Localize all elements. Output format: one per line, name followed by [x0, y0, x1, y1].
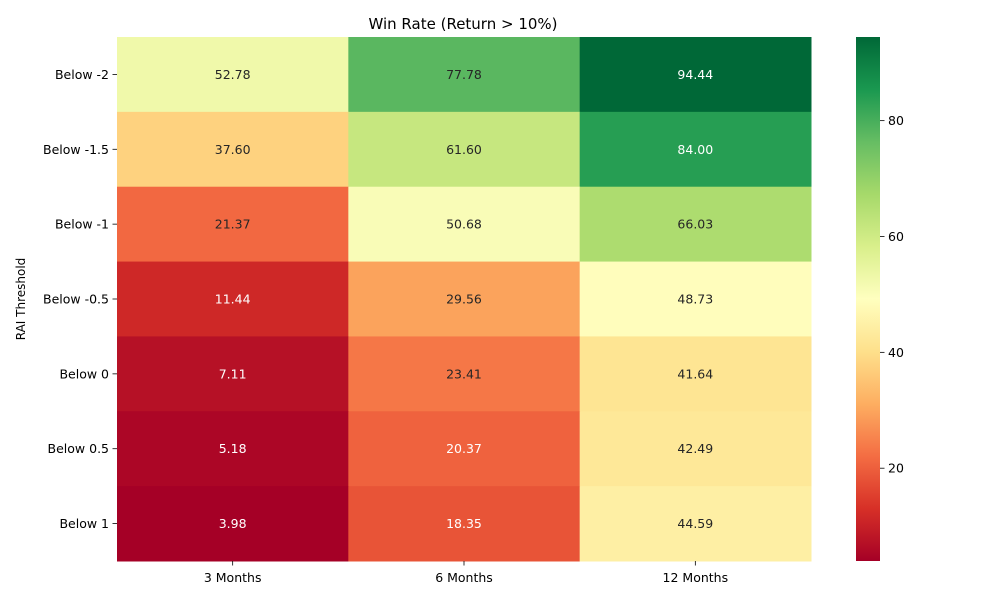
x-tick-label: 6 Months [435, 570, 493, 585]
heatmap-cell [117, 111, 349, 188]
heatmap-cell [117, 37, 349, 113]
heatmap-cell [579, 186, 812, 263]
colorbar-tick-label: 60 [888, 229, 904, 244]
heatmap-cell [117, 411, 349, 487]
cell-value-label: 37.60 [215, 142, 251, 157]
heatmap-cell [117, 486, 349, 562]
cell-value-label: 77.78 [446, 67, 482, 82]
heatmap-cell [348, 486, 581, 562]
heatmap-cell [348, 336, 581, 412]
cell-value-label: 23.41 [446, 366, 482, 381]
x-axis-ticks: 3 Months 6 Months 12 Months [204, 561, 728, 585]
heatmap-cell [117, 186, 349, 263]
heatmap-cell [348, 37, 581, 113]
cell-value-label: 52.78 [215, 67, 251, 82]
heatmap-cell [348, 261, 581, 337]
cell-value-label: 94.44 [677, 67, 713, 82]
cell-value-label: 7.11 [219, 366, 247, 381]
x-tick-label: 12 Months [663, 570, 729, 585]
colorbar-tick-label: 20 [888, 461, 904, 476]
y-tick-label: Below -0.5 [43, 292, 109, 307]
chart-title: Win Rate (Return > 10%) [368, 15, 557, 33]
cell-value-label: 44.59 [677, 516, 713, 531]
heatmap-cell [117, 336, 349, 412]
cell-value-label: 42.49 [677, 441, 713, 456]
cell-value-label: 5.18 [219, 441, 247, 456]
y-tick-label: Below -2 [55, 67, 109, 82]
cell-value-label: 61.60 [446, 142, 482, 157]
heatmap-cell [579, 411, 812, 487]
heatmap-cell [579, 336, 812, 412]
heatmap-cell [579, 111, 812, 188]
y-tick-label: Below -1.5 [43, 142, 109, 157]
heatmap-cell [348, 411, 581, 487]
cell-value-label: 41.64 [677, 366, 713, 381]
heatmap-cell [579, 37, 812, 113]
colorbar [856, 37, 880, 561]
cell-value-label: 84.00 [677, 142, 713, 157]
heatmap-cell [579, 261, 812, 337]
cell-value-label: 18.35 [446, 516, 482, 531]
cell-value-label: 66.03 [677, 217, 713, 232]
cell-value-label: 3.98 [219, 516, 247, 531]
heatmap-cell-labels: 52.78 77.78 94.44 37.60 61.60 84.00 21.37 50.68… [215, 67, 713, 531]
cell-value-label: 29.56 [446, 292, 482, 307]
cell-value-label: 20.37 [446, 441, 482, 456]
y-axis-ticks: Below -2 Below -1.5 Below -1 Below -0.5 Belo… [43, 67, 117, 531]
y-tick-label: Below -1 [55, 217, 109, 232]
heatmap-cell [579, 486, 812, 562]
y-tick-label: Below 1 [59, 516, 109, 531]
colorbar-tick-label: 40 [888, 345, 904, 360]
cell-value-label: 50.68 [446, 217, 482, 232]
colorbar-ticks: 20 40 60 80 [880, 113, 904, 476]
x-tick-label: 3 Months [204, 570, 262, 585]
cell-value-label: 21.37 [215, 217, 251, 232]
y-tick-label: Below 0.5 [48, 441, 109, 456]
y-tick-label: Below 0 [59, 366, 109, 381]
colorbar-tick-label: 80 [888, 113, 904, 128]
cell-value-label: 11.44 [215, 292, 251, 307]
heatmap-cell [117, 261, 349, 337]
heatmap-cell [348, 186, 581, 263]
y-axis-label: RAI Threshold [14, 258, 28, 341]
cell-value-label: 48.73 [677, 292, 713, 307]
heatmap-cell [348, 111, 581, 188]
heatmap-cells [117, 37, 812, 562]
